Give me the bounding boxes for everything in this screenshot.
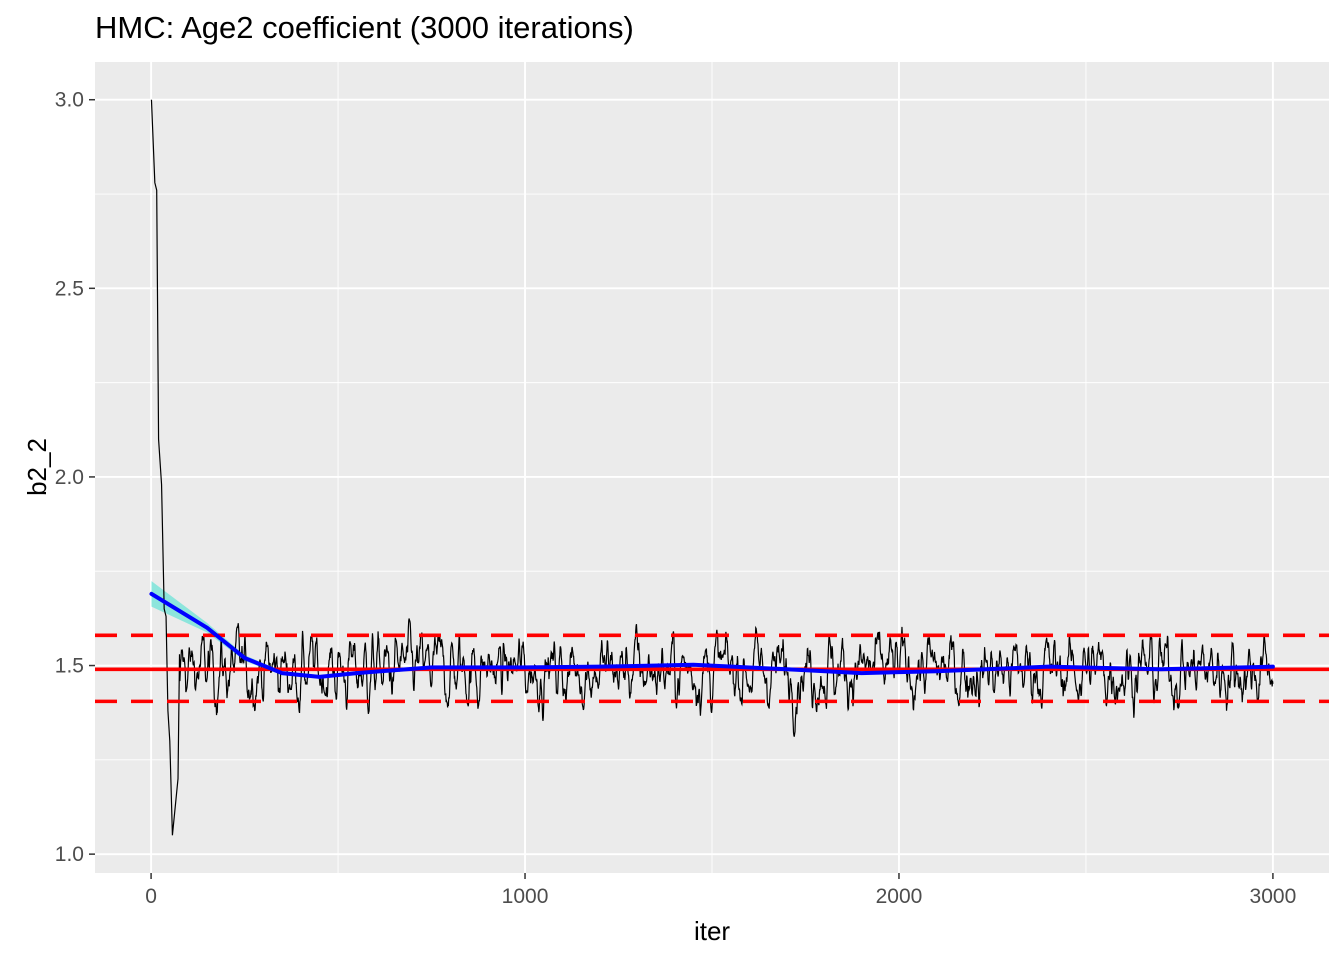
x-tick-label: 3000 <box>1250 885 1297 908</box>
y-tick-label: 2.5 <box>55 277 84 300</box>
y-tick-label: 3.0 <box>55 89 84 112</box>
y-tick-label: 1.5 <box>55 655 84 678</box>
smooth-line <box>149 591 1275 679</box>
x-tick-label: 1000 <box>502 885 549 908</box>
y-tick-label: 2.0 <box>55 466 84 489</box>
x-axis-title: iter <box>694 916 730 946</box>
y-axis-title: b2_2 <box>22 438 52 496</box>
axes: 0 1000 2000 3000 1.0 1.5 2.0 2.5 3.0 <box>55 89 1296 908</box>
trace-line <box>150 99 1274 836</box>
x-tick-label: 0 <box>145 885 157 908</box>
trace-layer <box>150 99 1274 836</box>
chart-title: HMC: Age2 coefficient (3000 iterations) <box>95 10 634 45</box>
y-tick-label: 1.0 <box>55 843 84 866</box>
smooth-layer <box>149 591 1275 679</box>
x-tick-label: 2000 <box>876 885 923 908</box>
grid-lines <box>95 62 1329 873</box>
